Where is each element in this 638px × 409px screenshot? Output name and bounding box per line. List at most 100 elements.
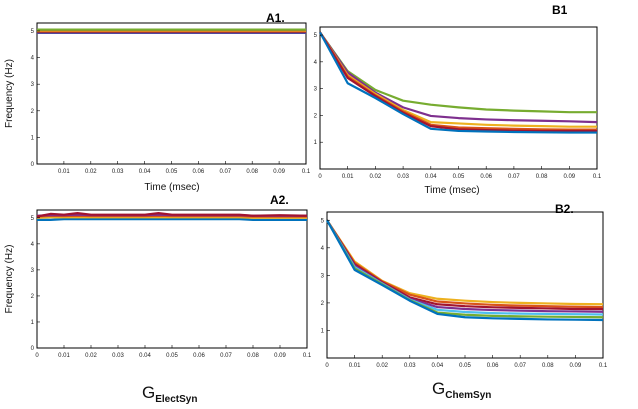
x-tick-label: 0.02 bbox=[376, 363, 388, 369]
y-tick-label: 4 bbox=[31, 56, 35, 62]
y-tick-label: 2 bbox=[321, 301, 325, 307]
y-tick-label: 4 bbox=[31, 242, 35, 248]
x-tick-label: 0.1 bbox=[599, 363, 608, 369]
y-axis-label: Frequency (Hz) bbox=[4, 59, 15, 128]
series-line-7 bbox=[326, 219, 604, 322]
series-line-6 bbox=[319, 31, 597, 134]
b-group-label-main: G bbox=[432, 379, 445, 398]
y-tick-label: 5 bbox=[31, 29, 35, 35]
y-tick-label: 1 bbox=[31, 320, 35, 326]
x-tick-label: 0.05 bbox=[166, 169, 178, 175]
panel-a1: 0 1 2 3 4 5 0.01 0.02 0.03 0.04 0.05 0.06 0.07 0.08 0.… bbox=[4, 11, 311, 193]
x-tick-label: 0.05 bbox=[459, 363, 471, 369]
x-axis-label: Time (msec) bbox=[424, 185, 479, 196]
series-line-2 bbox=[326, 219, 604, 309]
series-line-1 bbox=[37, 218, 307, 221]
x-tick-label: 0.02 bbox=[85, 169, 97, 175]
x-axis-label: Time (msec) bbox=[144, 182, 199, 193]
x-tick-label: 0.02 bbox=[85, 353, 97, 359]
panel-label: B1 bbox=[552, 3, 568, 17]
y-tick-label: 5 bbox=[314, 33, 318, 39]
x-tick-label: 0.03 bbox=[112, 169, 124, 175]
x-tick-label: 0.01 bbox=[349, 363, 361, 369]
b-group-label: GChemSyn bbox=[432, 379, 491, 401]
x-tick-label: 0.04 bbox=[139, 169, 151, 175]
x-tick-label: 0.07 bbox=[219, 169, 231, 175]
x-tick-label: 0.08 bbox=[536, 174, 548, 180]
panel-label: A2. bbox=[270, 193, 289, 207]
a-group-label-main: G bbox=[142, 383, 155, 402]
x-tick-label: 0.04 bbox=[425, 174, 437, 180]
panel-b1: 1 2 3 4 5 0 0.01 0.02 0.03 0.04 0.05 0.06 0.07 0.08 0.… bbox=[314, 3, 602, 196]
y-tick-label: 4 bbox=[314, 60, 318, 66]
x-tick-label: 0.09 bbox=[273, 169, 285, 175]
a-group-label: GElectSyn bbox=[142, 383, 197, 405]
panel-a2: 0 1 2 3 4 5 0 0.01 0.02 0.03 0.04 0.05 0.06 0.07 0.08 0… bbox=[4, 193, 312, 359]
x-tick-label: 0.08 bbox=[246, 169, 258, 175]
x-tick-label: 0 bbox=[35, 353, 39, 359]
x-tick-label: 0.06 bbox=[193, 353, 205, 359]
y-tick-label: 3 bbox=[314, 87, 318, 93]
panel-label: A1. bbox=[266, 11, 285, 25]
y-tick-label: 1 bbox=[31, 135, 35, 141]
x-tick-label: 0 bbox=[325, 363, 329, 369]
plot-frame bbox=[36, 22, 307, 165]
y-tick-label: 1 bbox=[314, 140, 318, 146]
y-tick-label: 5 bbox=[321, 218, 325, 224]
plot-frame bbox=[319, 26, 598, 170]
x-tick-label: 0 bbox=[318, 174, 322, 180]
series-line-3 bbox=[319, 31, 597, 128]
x-tick-label: 0.03 bbox=[112, 353, 124, 359]
series-line-4 bbox=[326, 219, 604, 313]
x-tick-label: 0.04 bbox=[432, 363, 444, 369]
b-group-label-sub: ChemSyn bbox=[445, 390, 491, 401]
x-tick-label: 0.01 bbox=[342, 174, 354, 180]
x-tick-label: 0.08 bbox=[542, 363, 554, 369]
series-line-1 bbox=[326, 219, 604, 306]
y-tick-label: 1 bbox=[321, 328, 325, 334]
series-line-5 bbox=[36, 212, 308, 218]
x-tick-label: 0.05 bbox=[453, 174, 465, 180]
y-tick-label: 5 bbox=[31, 216, 35, 222]
x-tick-label: 0.06 bbox=[193, 169, 205, 175]
panel-b2: 1 2 3 4 5 0 0.01 0.02 0.03 0.04 0.05 0.06 0.07 0.08 0.… bbox=[321, 202, 608, 369]
x-tick-label: 0.07 bbox=[514, 363, 526, 369]
x-tick-label: 0.05 bbox=[166, 353, 178, 359]
x-tick-label: 0.1 bbox=[593, 174, 602, 180]
y-tick-label: 0 bbox=[31, 162, 35, 168]
x-tick-label: 0.04 bbox=[139, 353, 151, 359]
y-tick-label: 3 bbox=[31, 82, 35, 88]
x-tick-label: 0.09 bbox=[570, 363, 582, 369]
y-tick-label: 3 bbox=[321, 273, 325, 279]
plot-frame bbox=[36, 209, 308, 349]
x-tick-label: 0.07 bbox=[220, 353, 232, 359]
series-line-5 bbox=[319, 31, 597, 133]
x-tick-label: 0.03 bbox=[397, 174, 409, 180]
x-tick-label: 0.09 bbox=[563, 174, 575, 180]
y-tick-label: 2 bbox=[314, 113, 318, 119]
x-tick-label: 0.08 bbox=[247, 353, 259, 359]
y-tick-label: 0 bbox=[31, 346, 35, 352]
x-tick-label: 0.09 bbox=[274, 353, 286, 359]
series-line-2 bbox=[319, 31, 598, 124]
x-tick-label: 0.1 bbox=[302, 169, 311, 175]
y-tick-label: 3 bbox=[31, 268, 35, 274]
y-tick-label: 2 bbox=[31, 294, 35, 300]
x-tick-label: 0.06 bbox=[480, 174, 492, 180]
series-line-3 bbox=[326, 219, 603, 311]
x-tick-label: 0.01 bbox=[58, 169, 70, 175]
panel-label: B2. bbox=[555, 202, 574, 216]
series-line-1 bbox=[319, 31, 597, 114]
a-group-label-sub: ElectSyn bbox=[155, 394, 197, 405]
x-tick-label: 0.03 bbox=[404, 363, 416, 369]
x-tick-label: 0.07 bbox=[508, 174, 520, 180]
y-tick-label: 2 bbox=[31, 109, 35, 115]
plot-frame bbox=[326, 211, 604, 359]
x-tick-label: 0.06 bbox=[487, 363, 499, 369]
x-tick-label: 0.01 bbox=[58, 353, 70, 359]
series-line-2 bbox=[36, 216, 307, 219]
y-axis-label: Frequency (Hz) bbox=[4, 245, 15, 314]
x-tick-label: 0.02 bbox=[370, 174, 382, 180]
x-tick-label: 0.1 bbox=[303, 353, 312, 359]
